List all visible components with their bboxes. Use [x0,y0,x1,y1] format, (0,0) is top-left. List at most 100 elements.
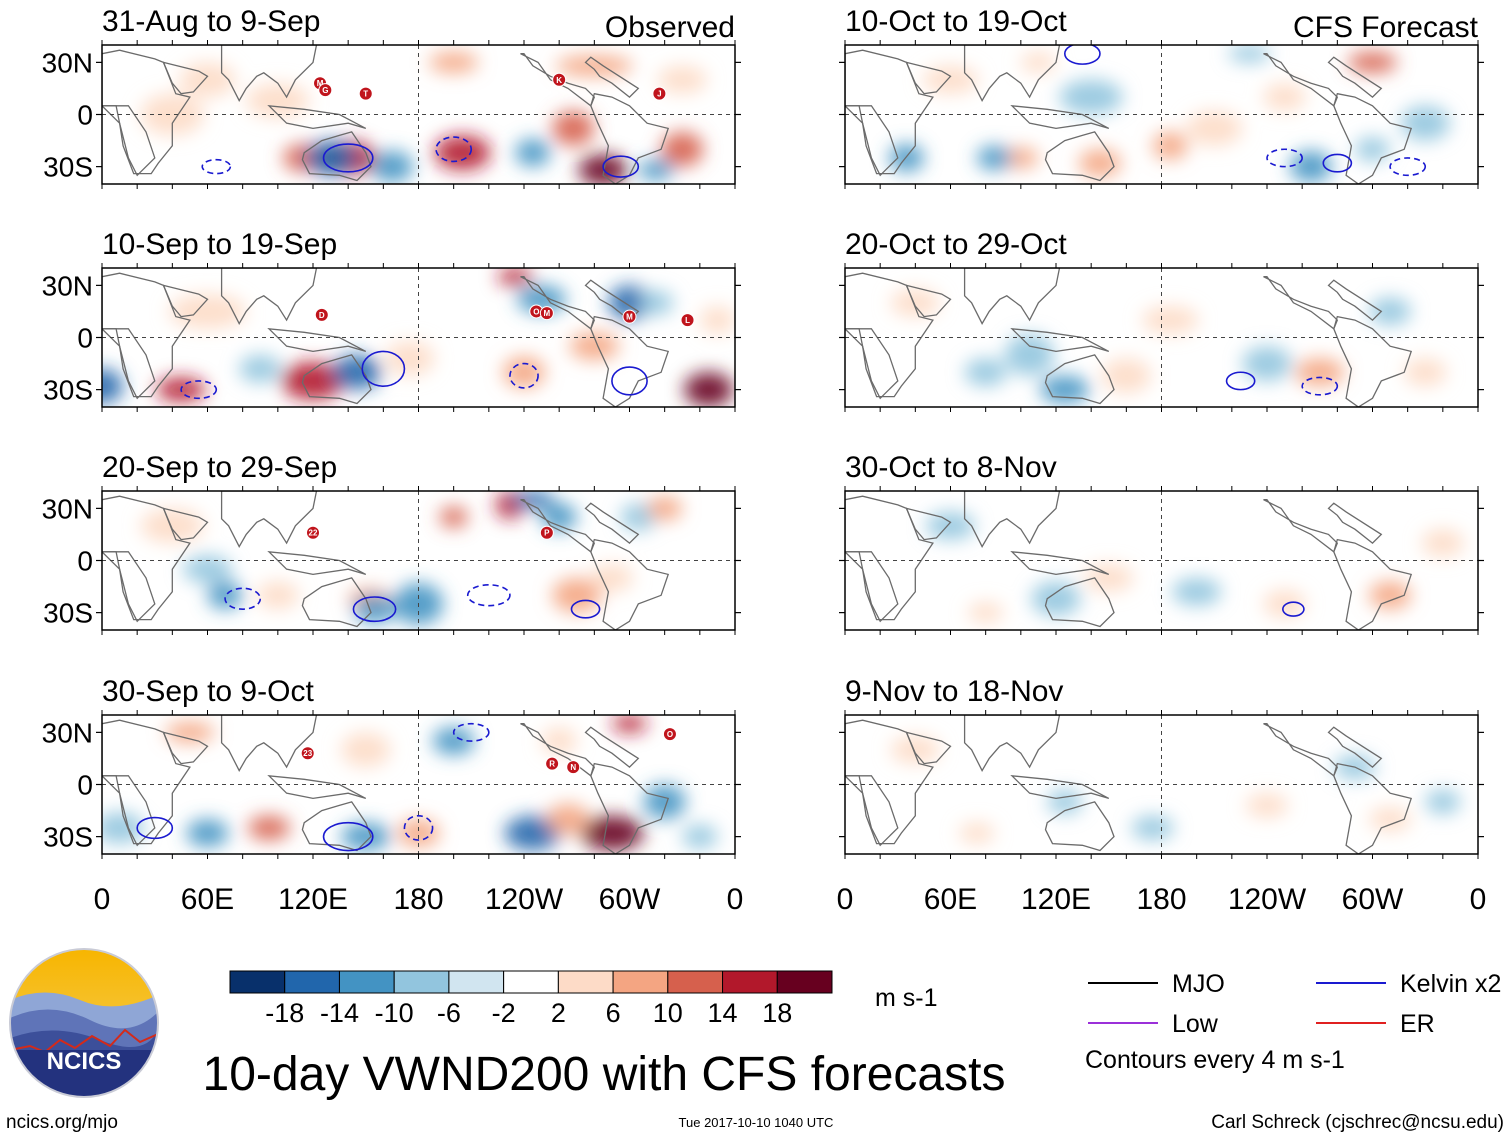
coastline [905,284,952,318]
anomaly-cell [638,290,674,315]
map-panel: 30-Oct to 8-Nov [839,451,1484,635]
anomaly-cell [959,822,995,844]
anomaly-cell [179,62,236,98]
coastline [845,49,934,175]
coastline [102,495,191,621]
storm-marker: K [552,72,567,87]
anomaly-cell [516,285,567,314]
period-label: 10-Oct to 19-Oct [845,5,1067,38]
coastline [162,507,209,541]
storm-label: J [657,90,661,99]
y-tick-label: 0 [77,323,93,354]
anomaly-cell [102,812,145,844]
legend-entry: Kelvin x2 [1316,970,1501,998]
anomaly-cell [1172,577,1222,606]
anomaly-cell [341,822,391,851]
anomaly-cell [1295,358,1345,387]
period-label: 31-Aug to 9-Sep [102,5,320,38]
anomaly-cell [1005,334,1055,376]
storm-marker: 23 [300,746,315,761]
period-label: 10-Sep to 19-Sep [102,228,337,261]
coastline [220,45,318,102]
colorbar-tick-label: -10 [375,998,414,1028]
coastline [1044,801,1115,852]
anomaly-cell [1186,111,1243,146]
map-panel: 9-Nov to 18-Nov [839,675,1484,859]
y-tick-label: 30N [42,717,93,748]
anomaly-cell [1263,83,1306,112]
y-tick-label: 0 [77,546,93,577]
anomaly-cell [305,140,356,176]
storm-label: T [363,90,368,99]
anomaly-cell [515,138,551,167]
x-tick-label: 120E [278,883,348,916]
legend-entry: MJO [1088,970,1225,998]
coastline [905,507,952,541]
anomaly-cell [569,332,619,361]
kelvin-contour [466,584,511,607]
anomaly-cell [246,83,310,118]
storm-marker: D [314,307,329,322]
footer-site: ncics.org/mjo [6,1112,118,1133]
y-tick-label: 0 [77,770,93,801]
storm-marker: P [539,525,554,540]
coastline [267,774,367,800]
y-tick-label: 30S [43,598,93,629]
coastline [845,495,934,621]
coastline [845,272,934,398]
footer-author: Carl Schreck (cjschrec@ncsu.edu) [1211,1112,1504,1133]
anomaly-cell [102,368,124,404]
storm-label: R [549,760,555,769]
anomaly-cell [1347,51,1398,73]
anomaly-cell [546,803,590,835]
map-panel: MG T K J 30N 0 30S 31-Aug to 9-Sep Observed [42,5,741,189]
coastline [905,731,952,765]
storm-marker: 22 [306,525,320,540]
coastline [1044,354,1115,405]
anomaly-cell [922,65,979,94]
kelvin-contour [201,158,232,175]
x-tick-label: 60W [1342,883,1404,916]
anomaly-cell [682,824,718,849]
anomaly-cell [1425,789,1461,815]
map-panel: 10-Oct to 19-Oct CFS Forecast [839,5,1484,189]
coastline [102,719,191,845]
anomaly-cell [1078,149,1122,178]
anomaly-cell [1101,358,1151,394]
y-tick-label: 30N [42,47,93,78]
storm-marker: M [539,306,554,321]
anomaly-cell [239,354,282,383]
column-label: CFS Forecast [1293,11,1479,44]
legend-label: Kelvin x2 [1400,970,1501,998]
anomaly-cell [1003,147,1039,169]
x-tick-label: 0 [837,883,854,916]
storm-marker: T [358,86,373,101]
storm-marker: L [680,313,695,328]
anomaly-cell [1263,590,1306,618]
period-label: 20-Sep to 29-Sep [102,451,337,484]
storm-label: M [317,79,324,88]
anomaly-cell [371,150,414,183]
anomaly-cell [890,288,940,317]
x-tick-label: 180 [393,883,443,916]
anomaly-cell [580,815,644,851]
coastline [220,268,318,325]
storm-label: M [626,313,633,322]
coastline [584,56,640,98]
storm-marker: G [318,83,333,98]
coastline [162,284,209,318]
anomaly-cell [541,727,577,755]
kelvin-contour [180,380,218,400]
colorbar-swatch [667,970,724,994]
legend-label: Low [1172,1010,1219,1038]
anomaly-cell [502,356,546,388]
period-label: 30-Sep to 9-Oct [102,675,314,708]
colorbar-tick-label: 10 [653,998,683,1028]
storm-label: L [685,316,690,325]
colorbar-swatch [503,970,559,994]
coastline [590,538,670,630]
colorbar-swatch [229,970,286,994]
kelvin-contour [136,816,174,840]
colorbar-swatch [612,970,669,994]
